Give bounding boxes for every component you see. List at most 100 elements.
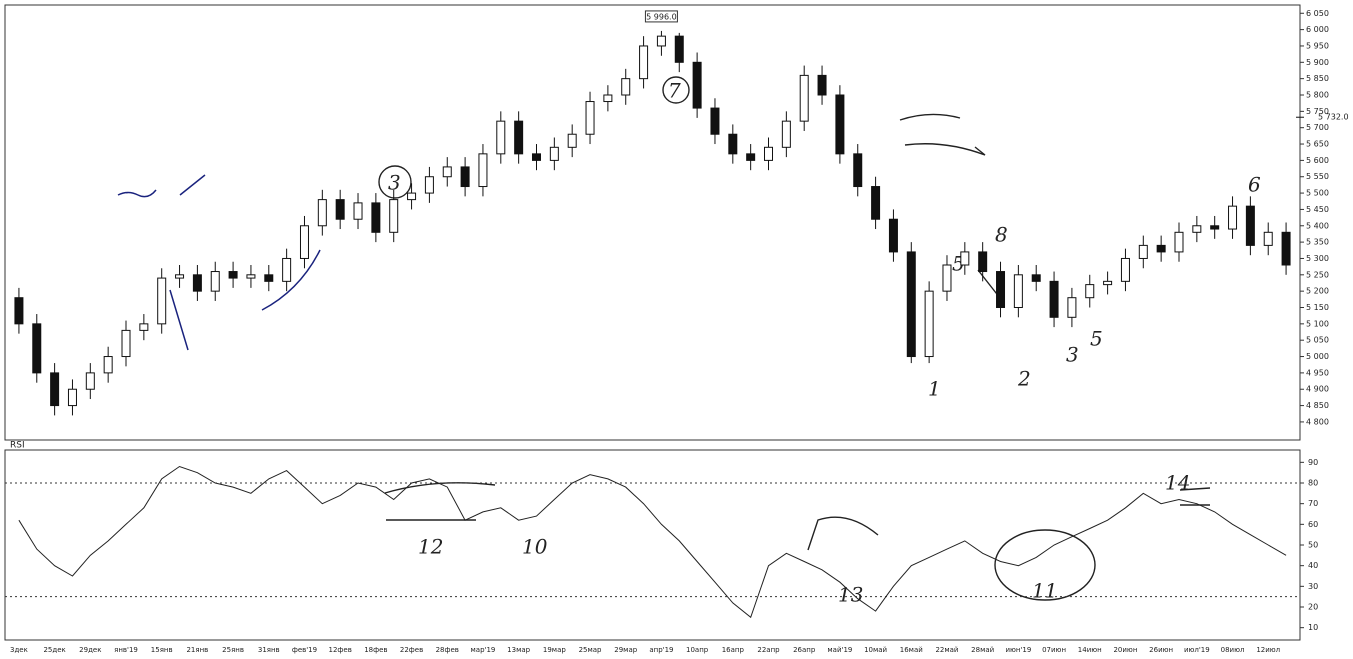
candle-body [372,203,380,232]
y-tick-label: 60 [1308,520,1318,529]
y-tick-label: 4 950 [1306,368,1329,377]
candle-body [1282,232,1290,265]
candle-body [532,154,540,161]
y-tick-label: 4 850 [1306,401,1329,410]
x-tick-label: июн'19 [1005,646,1031,654]
y-tick-label: 90 [1308,458,1318,467]
x-tick-label: 31янв [258,646,280,654]
y-tick-label: 5 050 [1306,336,1329,345]
x-tick-label: 10май [864,646,887,654]
candle-body [300,226,308,259]
rsi-frame [5,450,1300,640]
x-tick-label: 25дек [43,646,65,654]
candle-body [193,275,201,291]
y-tick-label: 4 900 [1306,385,1329,394]
x-tick-label: 14июн [1078,646,1102,654]
y-tick-label: 5 950 [1306,41,1329,50]
annotation: 2 [1017,367,1031,391]
candle-body [586,102,594,135]
annotation: 3 [388,171,401,195]
candle-body [800,75,808,121]
x-tick-label: 25янв [222,646,244,654]
candle-body [1246,206,1254,245]
y-tick-label: 30 [1308,582,1318,591]
price-frame [5,5,1300,440]
candle-body [657,36,665,46]
candle-body [925,291,933,356]
candle-body [497,121,505,154]
candle-body [854,154,862,187]
y-tick-label: 5 650 [1306,140,1329,149]
candle-body [211,272,219,292]
x-tick-label: 08июл [1221,646,1245,654]
candle-body [997,272,1005,308]
candle-body [140,324,148,331]
candle-body [33,324,41,373]
candle-body [1014,275,1022,308]
candle-body [425,177,433,193]
y-tick-label: 5 350 [1306,238,1329,247]
x-tick-label: 07июн [1042,646,1066,654]
candle-body [675,36,683,62]
x-tick-label: 12июл [1256,646,1280,654]
x-tick-label: 21янв [186,646,208,654]
candle-body [765,147,773,160]
price-marker-label: 5 732.0 [1318,113,1349,122]
candle-body [729,134,737,154]
candle-body [1050,281,1058,317]
candle-body [1211,226,1219,229]
x-tick-label: 13мар [507,646,530,654]
candle-body [1157,245,1165,252]
candle-body [1032,275,1040,282]
annotation: 12 [418,535,443,559]
candle-body [461,167,469,187]
candle-body [961,252,969,265]
y-tick-label: 5 100 [1306,319,1329,328]
x-tick-label: 29дек [79,646,101,654]
y-tick-label: 5 600 [1306,156,1329,165]
peak-label: 5 996.0 [646,12,677,21]
candle-body [818,75,826,95]
annotation: 5 [1090,327,1103,351]
candle-body [907,252,915,357]
y-tick-label: 5 450 [1306,205,1329,214]
x-tick-label: май'19 [827,646,852,654]
candle-body [443,167,451,177]
x-tick-label: 10апр [686,646,709,654]
candle-body [711,108,719,134]
x-tick-label: апр'19 [649,646,673,654]
x-tick-label: 12фев [329,646,352,654]
candle-body [604,95,612,102]
x-tick-label: 22май [935,646,958,654]
y-tick-label: 5 550 [1306,172,1329,181]
candle-body [1104,281,1112,284]
candle-body [408,193,416,200]
y-tick-label: 5 300 [1306,254,1329,263]
candle-body [1193,226,1201,233]
x-tick-label: 19мар [543,646,566,654]
y-tick-label: 6 000 [1306,25,1329,34]
candle-body [265,275,273,282]
x-tick-label: 18фев [364,646,387,654]
y-tick-label: 6 050 [1306,9,1329,18]
candle-body [550,147,558,160]
y-tick-label: 5 200 [1306,287,1329,296]
candle-body [283,258,291,281]
annotation: 10 [522,535,548,559]
candle-body [782,121,790,147]
x-tick-label: 26апр [793,646,816,654]
candle-body [104,357,112,373]
candle-body [158,278,166,324]
x-tick-label: 26июн [1149,646,1173,654]
x-tick-label: янв'19 [114,646,138,654]
candle-body [318,200,326,226]
candle-body [390,200,398,233]
y-tick-label: 4 800 [1306,417,1329,426]
candle-body [354,203,362,219]
candle-body [640,46,648,79]
candle-body [176,275,184,278]
candle-body [1121,258,1129,281]
candle-body [1175,232,1183,252]
x-tick-label: 16май [900,646,923,654]
x-tick-label: 25мар [579,646,602,654]
